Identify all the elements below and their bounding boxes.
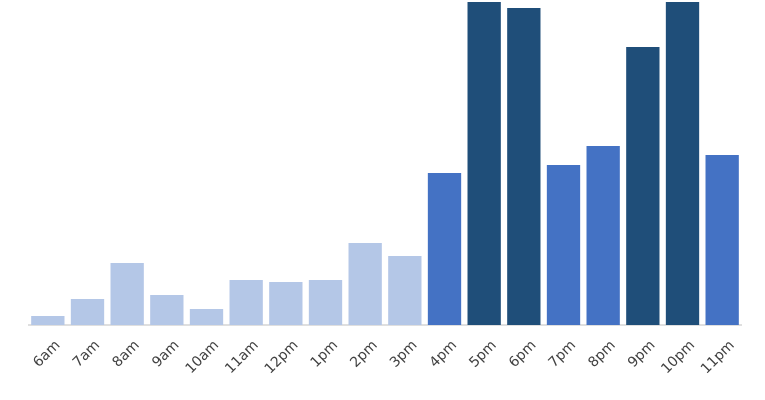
bar xyxy=(467,2,501,325)
x-tick-label: 4pm xyxy=(427,337,461,371)
bar xyxy=(308,280,343,325)
bar xyxy=(586,146,620,325)
bar xyxy=(705,155,739,325)
x-tick-label: 3pm xyxy=(387,337,421,371)
x-tick-label: 11pm xyxy=(698,337,738,377)
x-tick-label: 8pm xyxy=(585,337,619,371)
x-tick-label: 5pm xyxy=(466,337,500,371)
x-tick-label: 7pm xyxy=(546,337,580,371)
x-tick-label: 6pm xyxy=(506,337,540,371)
bar xyxy=(150,295,184,325)
x-tick-label: 6am xyxy=(30,337,63,370)
bar xyxy=(269,282,303,325)
bar xyxy=(626,47,660,325)
x-tick-label: 1pm xyxy=(308,337,342,371)
x-tick-label: 8am xyxy=(109,337,142,370)
bar xyxy=(110,263,144,325)
x-tick-label: 2pm xyxy=(347,337,381,371)
x-tick-label: 7am xyxy=(70,337,103,370)
bar xyxy=(348,243,382,325)
x-tick-label: 9pm xyxy=(625,337,659,371)
bar xyxy=(189,309,224,325)
bar xyxy=(665,2,700,325)
x-tick-label: 10am xyxy=(182,337,222,377)
x-tick-label: 12pm xyxy=(262,337,302,377)
x-tick-label: 10pm xyxy=(658,337,698,377)
bar xyxy=(31,316,65,325)
bar xyxy=(507,8,541,325)
bar xyxy=(388,256,422,325)
x-tick-label: 11am xyxy=(222,337,262,377)
bar xyxy=(546,165,581,325)
x-tick-label: 9am xyxy=(149,337,182,370)
bar xyxy=(427,173,462,325)
bar xyxy=(70,299,105,325)
bar xyxy=(229,280,263,325)
